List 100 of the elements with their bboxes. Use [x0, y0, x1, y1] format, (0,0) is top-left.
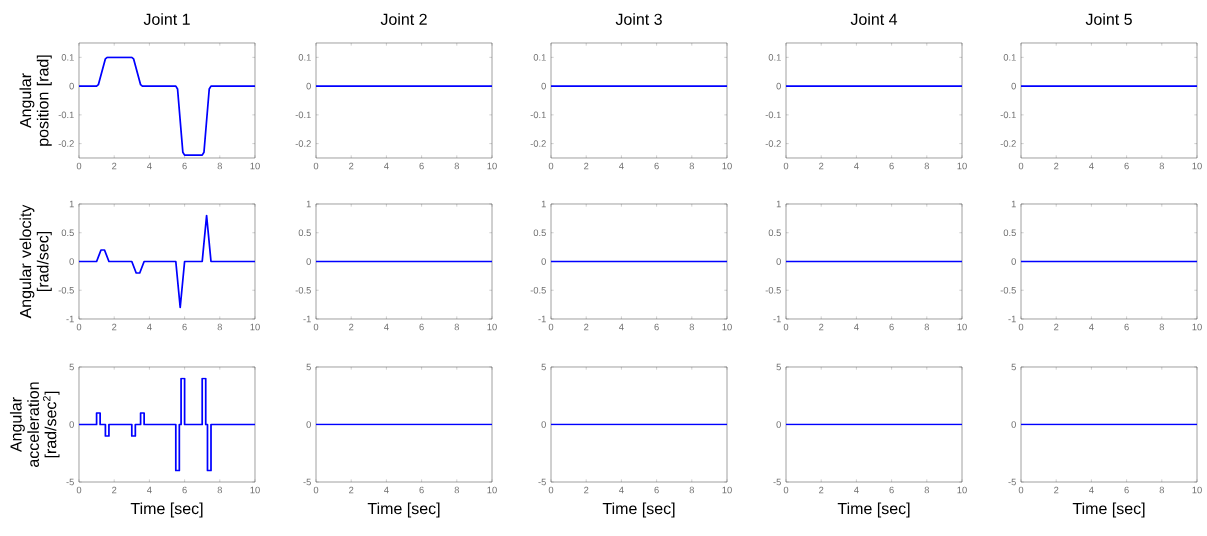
y-tick-label: 1: [1011, 200, 1016, 208]
x-tick-label: 2: [819, 162, 824, 170]
x-tick-label: 4: [619, 486, 624, 494]
x-tick-label: 2: [349, 486, 354, 494]
y-tick-label: 0.1: [1003, 54, 1016, 61]
x-tick-label: 0: [548, 162, 554, 170]
x-tick-label: 10: [957, 323, 967, 331]
x-tick-label: 6: [419, 323, 424, 331]
x-tick-label: 0: [76, 323, 82, 331]
x-tick-label: 10: [722, 162, 732, 170]
x-tick-label: 0: [76, 486, 82, 494]
x-tick-label: 2: [112, 323, 117, 331]
x-tick-label: 8: [1159, 162, 1164, 170]
x-tick-label: 8: [1159, 486, 1164, 494]
x-tick-label: 0: [548, 323, 554, 331]
x-tick-label: 10: [957, 162, 967, 170]
x-tick-label: 2: [819, 486, 824, 494]
y-tick-label: 0.5: [768, 229, 781, 237]
line-series: [79, 377, 255, 472]
x-tick-label: 0: [783, 162, 789, 170]
x-tick-label: 6: [889, 323, 894, 331]
x-tick-label: 2: [584, 323, 589, 331]
y-tick-label: 0: [776, 82, 781, 90]
x-tick-label: 2: [1054, 323, 1059, 331]
x-tick-label: 8: [217, 162, 222, 170]
y-tick-label: 0: [306, 258, 311, 265]
x-tick-label: 0: [1018, 323, 1024, 331]
x-tick-label: 6: [654, 323, 659, 331]
x-tick-label: 2: [112, 486, 117, 494]
y-tick-label: -0.5: [530, 286, 546, 294]
x-tick-label: 8: [924, 323, 929, 331]
x-tick-label: 10: [487, 486, 497, 494]
y-tick-label: -0.1: [58, 111, 74, 119]
y-tick-label: -5: [303, 478, 311, 486]
chart-title: Joint 2: [380, 13, 427, 25]
x-tick-label: 10: [722, 323, 732, 331]
x-tick-label: 8: [689, 162, 694, 170]
x-tick-label: 2: [1054, 486, 1059, 494]
x-tick-label: 2: [349, 323, 354, 331]
y-tick-label: 0.5: [61, 229, 74, 237]
y-tick-label: -0.2: [1000, 140, 1016, 147]
x-tick-label: 8: [217, 486, 222, 494]
chart-title: Joint 4: [850, 13, 898, 25]
x-tick-label: 8: [924, 486, 929, 494]
x-tick-label: 0: [76, 162, 82, 170]
y-tick-label: 0: [541, 421, 546, 428]
x-tick-label: 2: [1054, 162, 1059, 170]
y-tick-label: 0.5: [1003, 229, 1016, 237]
y-tick-label: 0: [1011, 82, 1016, 90]
y-tick-label: -0.1: [1000, 111, 1016, 119]
y-tick-label: -0.5: [765, 286, 781, 294]
x-tick-label: 0: [1018, 162, 1024, 170]
x-tick-label: 8: [454, 323, 459, 331]
x-tick-label: 10: [250, 486, 260, 494]
y-tick-label: -0.1: [295, 111, 311, 119]
y-tick-label: -5: [773, 478, 781, 486]
x-tick-label: 10: [250, 162, 260, 170]
line-series: [79, 214, 255, 309]
x-tick-label: 2: [819, 323, 824, 331]
y-tick-label: -1: [773, 315, 781, 323]
y-tick-label: -0.1: [530, 111, 546, 119]
x-tick-label: 0: [313, 486, 319, 494]
y-axis-title: Angular position [rad]: [19, 55, 52, 146]
x-tick-label: 8: [689, 323, 694, 331]
y-tick-label: -0.5: [58, 286, 74, 294]
x-tick-label: 0: [783, 486, 789, 494]
y-tick-label: 0: [306, 421, 311, 428]
x-axis-title: Time [sec]: [1072, 502, 1145, 518]
x-tick-label: 10: [487, 162, 497, 170]
x-tick-label: 10: [957, 486, 967, 494]
y-tick-label: 0: [306, 82, 311, 90]
y-tick-label: 5: [1011, 363, 1016, 371]
y-tick-label: 0: [69, 421, 74, 428]
x-tick-label: 6: [182, 162, 187, 170]
x-tick-label: 4: [147, 162, 152, 170]
x-tick-label: 6: [889, 486, 894, 494]
x-axis-title: Time [sec]: [367, 502, 440, 518]
x-tick-label: 6: [182, 486, 187, 494]
x-tick-label: 4: [854, 323, 859, 331]
x-tick-label: 4: [384, 486, 389, 494]
y-tick-label: -0.2: [295, 140, 311, 147]
x-tick-label: 4: [147, 486, 152, 494]
x-tick-label: 4: [1089, 162, 1094, 170]
x-tick-label: 0: [783, 323, 789, 331]
y-tick-label: 0.1: [298, 54, 311, 61]
y-tick-label: -0.2: [765, 140, 781, 147]
y-tick-label: 0.5: [533, 229, 546, 237]
y-axis-title: Angular acceleration [rad/sec$^{2}$]: [9, 382, 60, 467]
x-tick-label: 8: [217, 323, 222, 331]
y-tick-label: 0.1: [61, 54, 74, 61]
x-tick-label: 6: [654, 486, 659, 494]
y-tick-label: 5: [306, 363, 311, 371]
x-tick-label: 6: [1124, 323, 1129, 331]
x-tick-label: 4: [619, 162, 624, 170]
y-tick-label: -5: [538, 478, 546, 486]
x-tick-label: 2: [584, 162, 589, 170]
y-tick-label: 0: [1011, 258, 1016, 265]
y-tick-label: 0: [776, 258, 781, 265]
y-tick-label: 0.5: [298, 229, 311, 237]
y-tick-label: 1: [776, 200, 781, 208]
